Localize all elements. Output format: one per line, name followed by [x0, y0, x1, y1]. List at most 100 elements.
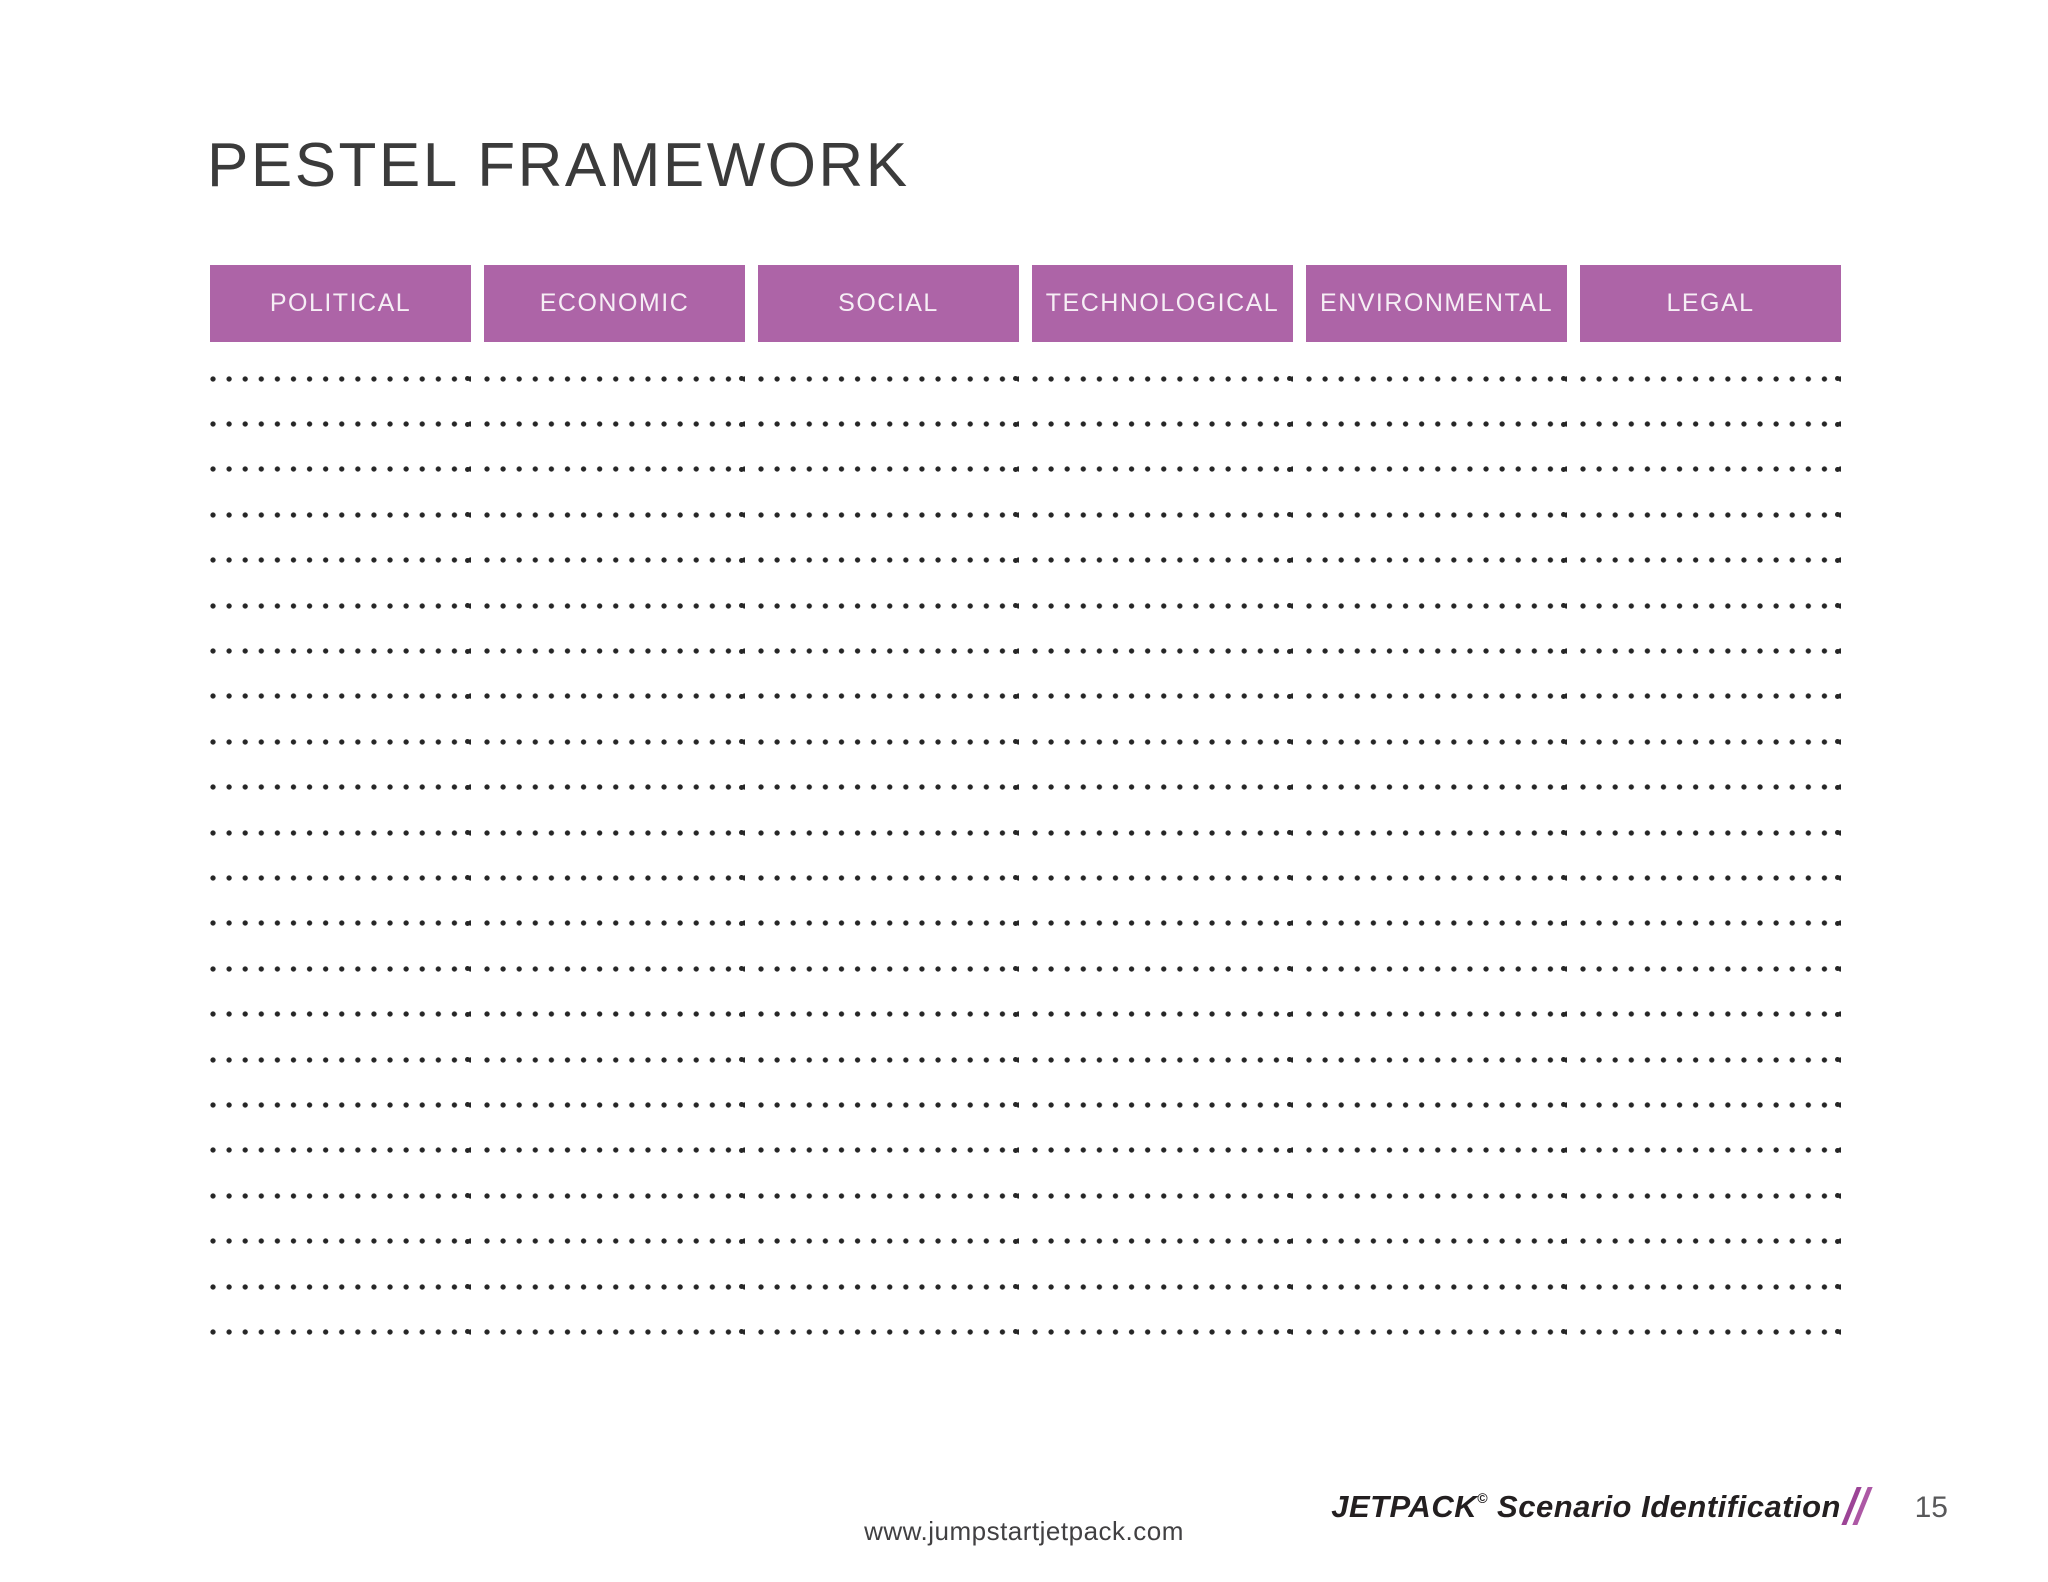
dotted-line-segment-environmental	[1306, 648, 1567, 655]
dotted-line-segment-social	[758, 1238, 1019, 1245]
dotted-line-segment-legal	[1580, 693, 1841, 700]
dotted-line-segment-environmental	[1306, 693, 1567, 700]
dotted-line-segment-economic	[484, 874, 745, 881]
dotted-line-segment-economic	[484, 1192, 745, 1199]
dotted-line-segment-legal	[1580, 1238, 1841, 1245]
dotted-line-segment-environmental	[1306, 1011, 1567, 1018]
dotted-line-segment-economic	[484, 602, 745, 609]
dotted-line-segment-legal	[1580, 1011, 1841, 1018]
dotted-line-row	[210, 674, 1841, 719]
dotted-line-segment-environmental	[1306, 920, 1567, 927]
dotted-line-segment-technological	[1032, 1147, 1293, 1154]
dotted-line-segment-political	[210, 421, 471, 428]
dotted-line-segment-political	[210, 738, 471, 745]
dotted-line-segment-technological	[1032, 421, 1293, 428]
dotted-line-segment-legal	[1580, 421, 1841, 428]
dotted-line-row	[210, 1128, 1841, 1173]
header-legal: LEGAL	[1580, 265, 1841, 342]
dotted-line-segment-environmental	[1306, 1328, 1567, 1335]
dotted-line-segment-technological	[1032, 784, 1293, 791]
dotted-line-row	[210, 401, 1841, 446]
dotted-line-segment-economic	[484, 829, 745, 836]
dotted-line-row	[210, 991, 1841, 1036]
dotted-line-segment-social	[758, 1328, 1019, 1335]
dotted-line-segment-legal	[1580, 1328, 1841, 1335]
header-economic: ECONOMIC	[484, 265, 745, 342]
dotted-line-segment-political	[210, 602, 471, 609]
dotted-line-segment-legal	[1580, 784, 1841, 791]
dotted-line-segment-legal	[1580, 920, 1841, 927]
dotted-line-segment-technological	[1032, 693, 1293, 700]
dotted-line-segment-legal	[1580, 1101, 1841, 1108]
dotted-line-segment-environmental	[1306, 375, 1567, 382]
dotted-line-segment-economic	[484, 784, 745, 791]
dotted-line-segment-economic	[484, 1238, 745, 1245]
dotted-line-segment-technological	[1032, 738, 1293, 745]
dotted-line-segment-social	[758, 648, 1019, 655]
dotted-line-segment-environmental	[1306, 1238, 1567, 1245]
dotted-line-segment-technological	[1032, 648, 1293, 655]
header-legal-label: LEGAL	[1666, 289, 1755, 317]
page-number: 15	[1914, 1491, 1948, 1524]
dotted-line-segment-environmental	[1306, 965, 1567, 972]
dotted-line-segment-economic	[484, 1147, 745, 1154]
dotted-line-segment-political	[210, 1056, 471, 1063]
dotted-line-segment-environmental	[1306, 738, 1567, 745]
dotted-line-segment-technological	[1032, 1011, 1293, 1018]
dotted-line-segment-political	[210, 965, 471, 972]
dotted-line-row	[210, 946, 1841, 991]
dotted-line-segment-political	[210, 1328, 471, 1335]
dotted-line-segment-political	[210, 920, 471, 927]
dotted-line-segment-economic	[484, 1328, 745, 1335]
dotted-line-row	[210, 583, 1841, 628]
brand-suffix: Scenario Identification	[1487, 1489, 1841, 1524]
dotted-line-segment-environmental	[1306, 466, 1567, 473]
brand-footer: JETPACK© Scenario Identification	[1331, 1487, 1873, 1525]
dotted-line-segment-technological	[1032, 1283, 1293, 1290]
dotted-line-segment-social	[758, 466, 1019, 473]
dotted-line-segment-legal	[1580, 1056, 1841, 1063]
dotted-line-segment-political	[210, 829, 471, 836]
dotted-line-segment-technological	[1032, 466, 1293, 473]
dotted-line-segment-social	[758, 421, 1019, 428]
dotted-line-segment-technological	[1032, 602, 1293, 609]
header-environmental-label: ENVIRONMENTAL	[1320, 289, 1553, 317]
dotted-line-row	[210, 628, 1841, 673]
dotted-line-segment-economic	[484, 693, 745, 700]
dotted-line-segment-technological	[1032, 1328, 1293, 1335]
dotted-line-segment-legal	[1580, 602, 1841, 609]
dotted-line-segment-environmental	[1306, 1101, 1567, 1108]
dotted-line-segment-legal	[1580, 965, 1841, 972]
dotted-line-segment-economic	[484, 920, 745, 927]
dotted-line-segment-political	[210, 648, 471, 655]
dotted-line-row	[210, 719, 1841, 764]
dotted-line-row	[210, 1218, 1841, 1263]
dotted-line-segment-political	[210, 1192, 471, 1199]
dotted-line-segment-social	[758, 511, 1019, 518]
header-social: SOCIAL	[758, 265, 1019, 342]
dotted-line-segment-environmental	[1306, 602, 1567, 609]
dotted-line-segment-social	[758, 784, 1019, 791]
header-technological: TECHNOLOGICAL	[1032, 265, 1293, 342]
dotted-line-segment-political	[210, 1011, 471, 1018]
dotted-line-segment-technological	[1032, 965, 1293, 972]
dotted-line-segment-economic	[484, 738, 745, 745]
dotted-line-segment-political	[210, 466, 471, 473]
dotted-line-segment-political	[210, 874, 471, 881]
dotted-line-row	[210, 1264, 1841, 1309]
page-title: PESTEL FRAMEWORK	[207, 131, 910, 200]
dotted-line-segment-social	[758, 1101, 1019, 1108]
dotted-line-segment-environmental	[1306, 1147, 1567, 1154]
pestel-header-row: POLITICAL ECONOMIC SOCIAL TECHNOLOGICAL …	[210, 265, 1841, 342]
dotted-line-segment-political	[210, 693, 471, 700]
dotted-line-segment-social	[758, 557, 1019, 564]
header-social-label: SOCIAL	[838, 289, 939, 317]
dotted-line-segment-social	[758, 1192, 1019, 1199]
dotted-line-segment-economic	[484, 375, 745, 382]
dotted-line-row	[210, 810, 1841, 855]
dotted-line-row	[210, 1173, 1841, 1218]
dotted-line-segment-political	[210, 1283, 471, 1290]
dotted-line-segment-social	[758, 1147, 1019, 1154]
dotted-line-segment-social	[758, 375, 1019, 382]
